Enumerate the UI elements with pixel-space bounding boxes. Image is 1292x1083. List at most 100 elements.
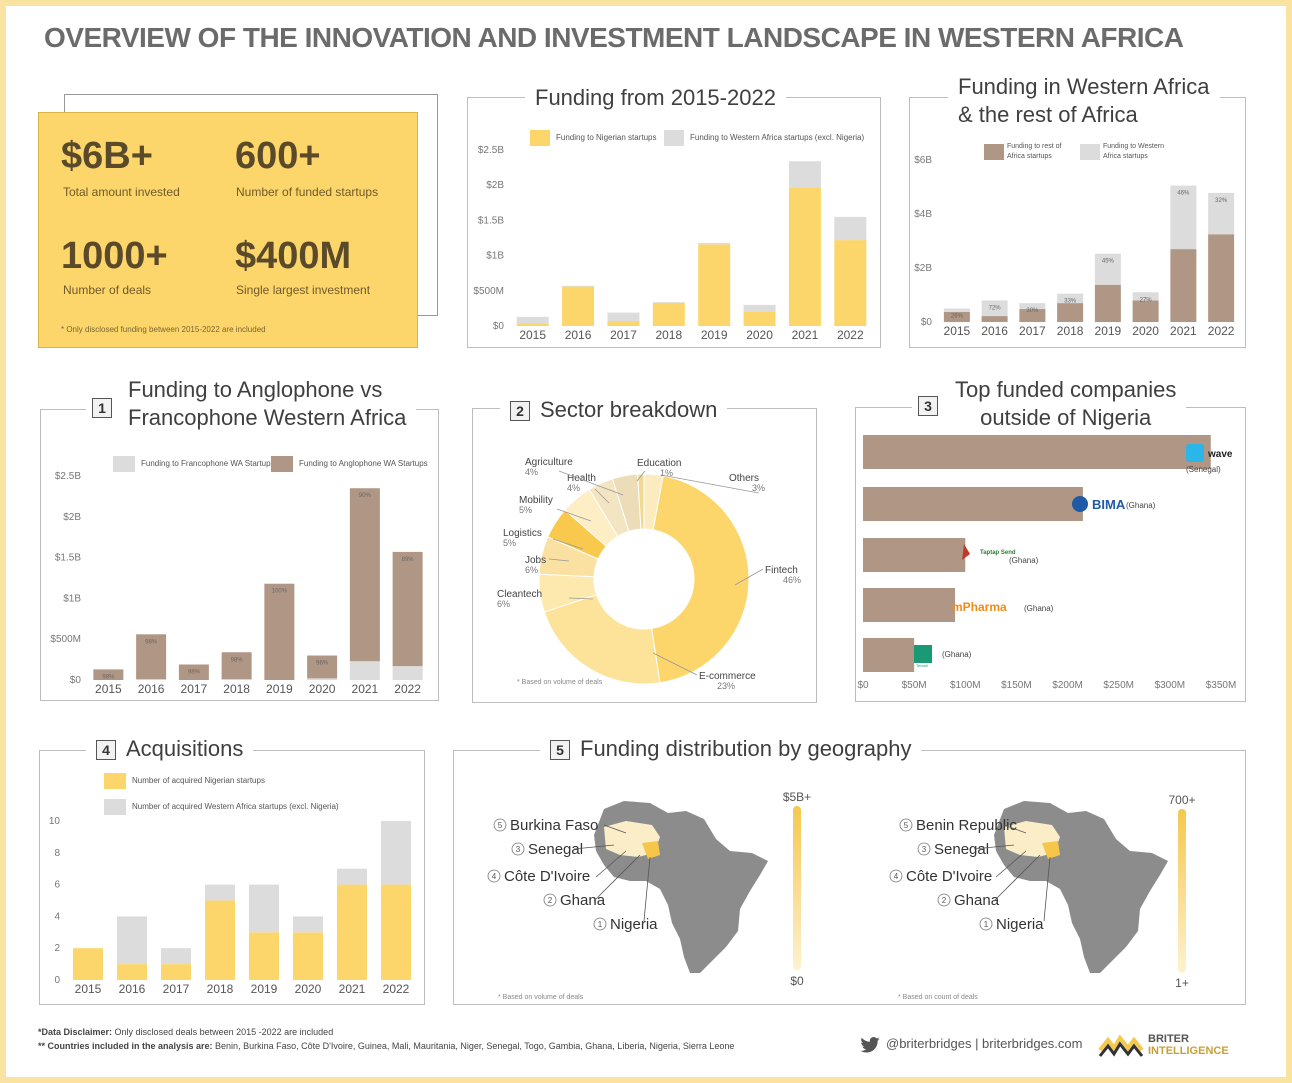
geo-title: Funding distribution by geography — [580, 736, 912, 761]
x-tick-label: 2015 — [519, 328, 546, 342]
sector-title-wrap: 2 Sector breakdown — [500, 396, 728, 424]
leader-line — [734, 568, 764, 586]
bar-a — [834, 240, 867, 326]
y-tick-label: $500M — [473, 286, 504, 297]
footer-countries-label: ** Countries included in the analysis ar… — [38, 1041, 213, 1051]
x-tick-label: 2016 — [981, 324, 1008, 338]
y-tick-label: $0 — [493, 321, 505, 332]
rank-number: 4 — [894, 872, 899, 881]
data-label: 98% — [188, 669, 201, 675]
x-tick-label: 2020 — [295, 982, 322, 996]
data-label: 27% — [1140, 297, 1153, 303]
geo-title-wrap: 5 Funding distribution by geography — [540, 735, 922, 763]
x-tick-label: 2017 — [610, 328, 637, 342]
bar-a — [349, 661, 380, 680]
bar-a — [249, 932, 279, 980]
x-tick-label: 2022 — [1208, 324, 1235, 338]
bar-a — [392, 666, 423, 680]
country-label: Nigeria — [610, 916, 658, 933]
badge-4: 4 — [96, 740, 116, 761]
data-label: 26% — [951, 314, 964, 320]
leader-line — [552, 538, 584, 550]
bar-b — [788, 161, 821, 188]
x-tick-label: 2021 — [339, 982, 366, 996]
data-label: 89% — [402, 557, 415, 563]
bar-a — [698, 244, 731, 326]
leader-line — [568, 597, 594, 600]
company-name: mPharma — [952, 600, 1007, 614]
bar-a — [516, 323, 549, 326]
page-title: OVERVIEW OF THE INNOVATION AND INVESTMEN… — [44, 22, 1184, 53]
slice-value-label: 3% — [752, 483, 765, 493]
leader-line — [993, 854, 1041, 902]
bar-b — [562, 285, 595, 287]
legend-franco-text: Funding to Francophone WA Startups — [141, 459, 275, 468]
bar-b — [93, 669, 124, 680]
y-tick-label: $6B — [914, 155, 932, 166]
stat-deals-label: Number of deals — [63, 283, 152, 297]
company-name: BIMA — [1092, 497, 1126, 512]
company-country: (Ghana) — [942, 650, 972, 659]
bar-b — [178, 664, 209, 680]
top-companies-title: Top funded companies outside of Nigeria — [945, 376, 1187, 431]
leader-line — [593, 854, 641, 902]
bar-a — [161, 964, 191, 980]
rank-circle — [979, 917, 993, 931]
rank-number: 4 — [492, 872, 497, 881]
briter-logo: BRITER INTELLIGENCE — [1098, 1030, 1248, 1063]
volume-scale-bar — [793, 806, 801, 970]
bar-a — [1208, 234, 1235, 322]
bar-b — [1170, 185, 1197, 250]
y-tick-label: $2.5B — [478, 145, 504, 156]
leader-line — [558, 470, 624, 496]
x-tick-label: $250M — [1103, 680, 1134, 691]
x-tick-label: 2022 — [383, 982, 410, 996]
top-companies-panel: $0 $50M $100M $150M $200M $250M $300M $350M wave… — [855, 407, 1246, 702]
x-tick-label: 2022 — [394, 682, 421, 696]
anglo-panel: Funding to Francophone WA Startups Fundin… — [40, 409, 439, 701]
bar-b — [349, 488, 380, 662]
nigeria-shape — [642, 841, 660, 859]
company-country: (Ghana) — [1009, 556, 1039, 565]
slice-name-label: Fintech — [765, 565, 798, 576]
bar-b — [221, 652, 252, 680]
company-name: wave — [1207, 449, 1233, 460]
count-map: 5 Benin Republic 3 Senegal 4 Côte D'Ivoire 2 Gh… — [889, 801, 1168, 1001]
badge-2: 2 — [510, 401, 530, 422]
leader-line — [603, 824, 627, 834]
y-tick-label: $2B — [63, 512, 81, 523]
rank-circle — [543, 893, 557, 907]
legend-acq-nigeria-text: Number of acquired Nigerian startups — [132, 776, 265, 785]
bar-b — [249, 884, 279, 933]
leader-line — [652, 652, 698, 676]
top-badge-wrap: 3 — [912, 396, 954, 416]
sector-title: Sector breakdown — [540, 397, 718, 422]
stat-note: * Only disclosed funding between 2015-20… — [61, 325, 266, 334]
bar-b — [1208, 192, 1235, 235]
bar-b — [607, 312, 640, 322]
rank-number: 2 — [942, 896, 947, 905]
x-tick-label: $100M — [950, 680, 981, 691]
twitter-icon — [860, 1036, 880, 1053]
bar-a — [607, 321, 640, 326]
madagascar-shape — [724, 907, 732, 933]
y-tick-label: $1.5B — [55, 553, 81, 564]
rank-circle — [899, 818, 913, 832]
funding-panel: Funding to Nigerian startups Funding to W… — [467, 97, 881, 348]
x-tick-label: 2019 — [1095, 324, 1122, 338]
social-text[interactable]: @briterbridges | briterbridges.com — [886, 1036, 1083, 1051]
x-tick-label: 2020 — [1132, 324, 1159, 338]
anglo-chart: Funding to Francophone WA Startups Fundin… — [50, 456, 428, 696]
social-links[interactable]: @briterbridges | briterbridges.com — [860, 1036, 1082, 1053]
bar-a — [307, 678, 338, 680]
stat-startups-label: Number of funded startups — [236, 185, 379, 199]
data-label: 72% — [989, 305, 1002, 311]
acquisitions-panel: Number of acquired Nigerian startups Numb… — [39, 750, 425, 1005]
count-scale-top: 700+ — [1168, 793, 1195, 807]
y-tick-label: $0 — [921, 317, 933, 328]
company-bar — [863, 487, 1083, 521]
acq-title-wrap: 4 Acquisitions — [86, 735, 254, 763]
west-vs-rest-title: Funding in Western Africa & the rest of … — [948, 73, 1220, 128]
bar-a — [788, 187, 821, 326]
